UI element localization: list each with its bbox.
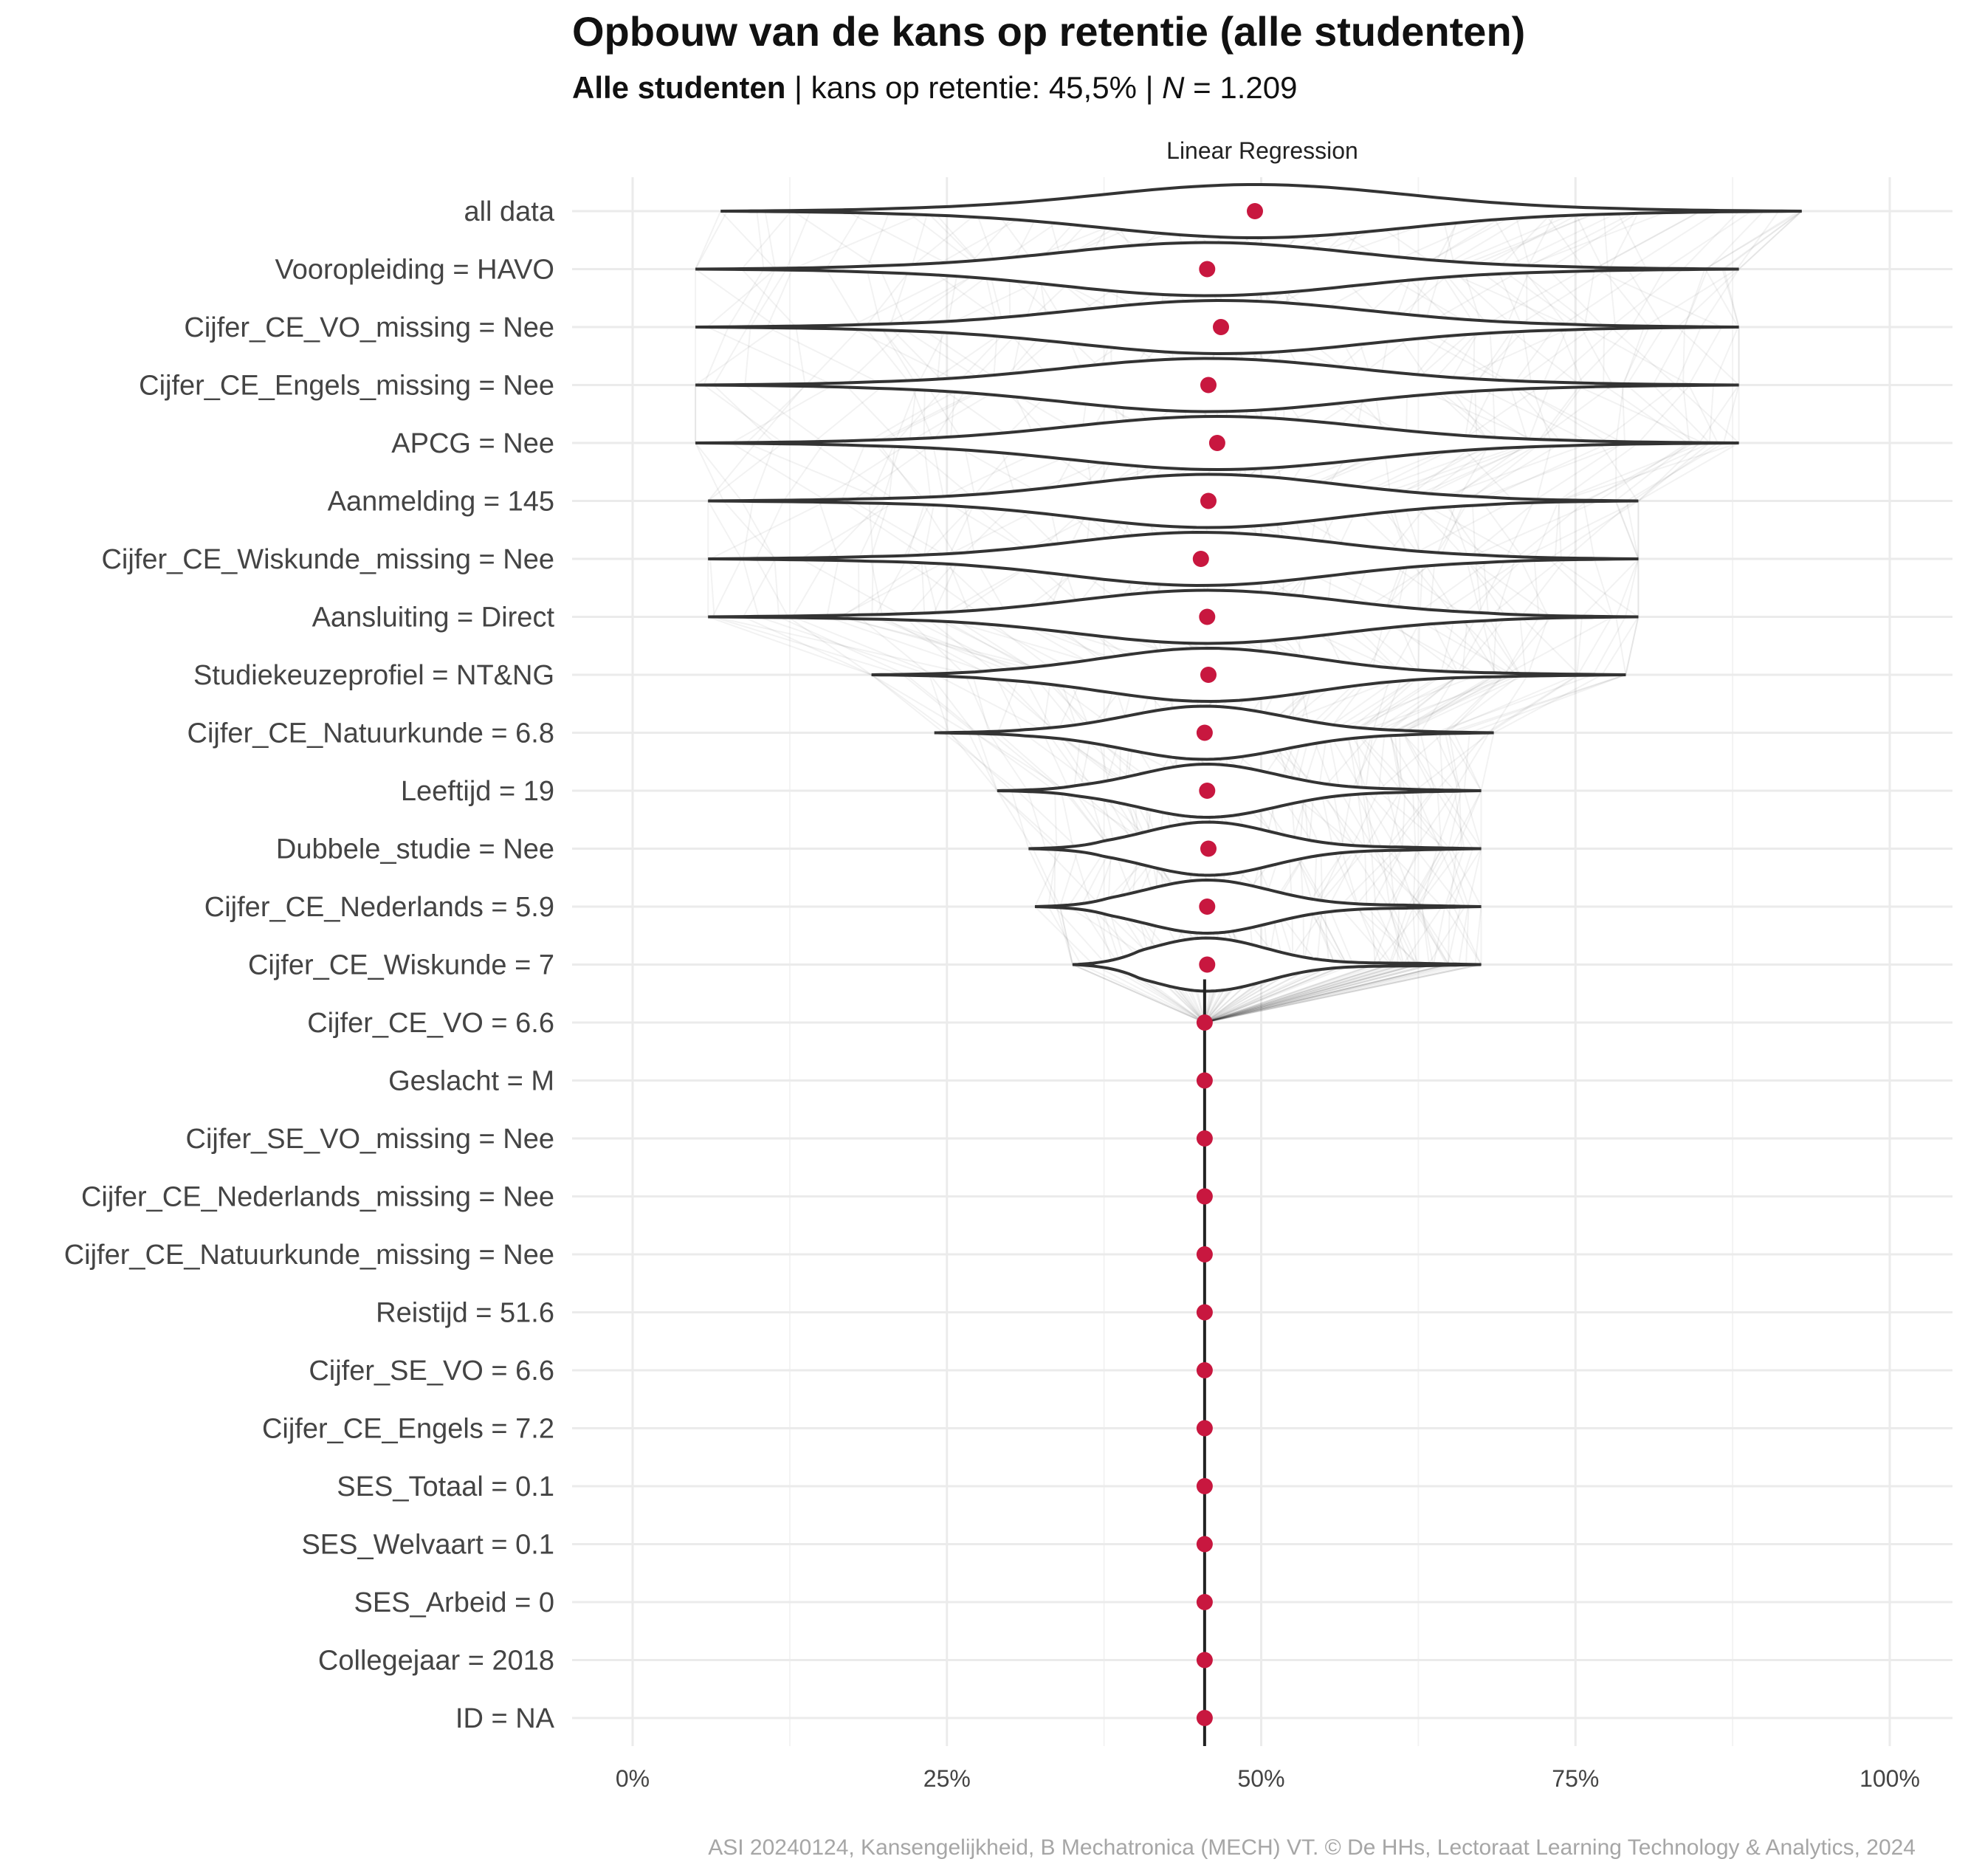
- x-tick-label: 25%: [923, 1765, 971, 1792]
- y-tick-label: Aanmelding = 145: [328, 487, 554, 518]
- mean-point: [1196, 1188, 1213, 1205]
- mean-point: [1196, 1652, 1213, 1669]
- violin-shape: [1028, 820, 1482, 877]
- y-tick-label: all data: [464, 196, 554, 227]
- mean-point: [1200, 667, 1217, 683]
- mean-point: [1196, 1246, 1213, 1262]
- y-tick-label: Cijfer_CE_Wiskunde_missing = Nee: [101, 544, 554, 575]
- y-tick-label: Cijfer_CE_VO = 6.6: [307, 1008, 554, 1039]
- violin-shape: [1072, 936, 1482, 993]
- y-tick-label: SES_Totaal = 0.1: [337, 1471, 554, 1502]
- y-tick-label: Cijfer_CE_Engels_missing = Nee: [139, 371, 554, 402]
- x-axis-ticks: 0% 25% 50% 75% 100%: [616, 1765, 1920, 1792]
- y-tick-label: Cijfer_CE_Nederlands_missing = Nee: [81, 1182, 554, 1213]
- mean-point: [1196, 1478, 1213, 1494]
- chart-title: Opbouw van de kans op retentie (alle stu…: [572, 8, 1525, 55]
- mean-point: [1199, 956, 1216, 973]
- mean-point: [1208, 435, 1225, 451]
- violin-shape: [708, 588, 1639, 645]
- mean-point: [1200, 377, 1217, 394]
- subtitle-sep2: |: [1137, 70, 1162, 105]
- mean-point: [1196, 1710, 1213, 1726]
- y-tick-label: SES_Welvaart = 0.1: [301, 1530, 554, 1561]
- subtitle-n-symbol: N: [1162, 70, 1185, 105]
- mean-point: [1192, 551, 1209, 567]
- y-tick-label: SES_Arbeid = 0: [354, 1587, 554, 1618]
- y-tick-label: Leeftijd = 19: [401, 776, 554, 807]
- mean-point: [1199, 608, 1216, 625]
- mean-point: [1196, 1536, 1213, 1553]
- x-tick-label: 100%: [1859, 1765, 1920, 1792]
- violins: [695, 183, 1802, 993]
- y-tick-label: Studiekeuzeprofiel = NT&NG: [193, 660, 554, 691]
- y-tick-label: Vooropleiding = HAVO: [275, 255, 554, 286]
- violin-shape: [997, 762, 1482, 820]
- mean-point: [1199, 261, 1216, 278]
- mean-point: [1196, 1014, 1213, 1031]
- y-tick-label: APCG = Nee: [391, 428, 554, 459]
- mean-point: [1199, 783, 1216, 799]
- mean-point: [1196, 1362, 1213, 1378]
- x-tick-label: 0%: [616, 1765, 650, 1792]
- y-tick-label: Aansluiting = Direct: [312, 602, 555, 633]
- y-tick-label: Reistijd = 51.6: [376, 1298, 554, 1329]
- facet-label: Linear Regression: [1166, 137, 1358, 164]
- y-tick-label: Geslacht = M: [388, 1066, 554, 1097]
- y-tick-label: Cijfer_CE_Natuurkunde_missing = Nee: [64, 1240, 554, 1271]
- mean-point: [1196, 1304, 1213, 1321]
- y-tick-label: Cijfer_CE_Nederlands = 5.9: [204, 892, 554, 923]
- y-tick-label: ID = NA: [455, 1703, 555, 1734]
- mean-point: [1196, 1594, 1213, 1610]
- mean-point: [1213, 319, 1229, 335]
- y-tick-label: Cijfer_CE_Natuurkunde = 6.8: [187, 718, 554, 749]
- violin-shape: [708, 473, 1639, 529]
- subtitle-n-value: = 1.209: [1185, 70, 1298, 105]
- violin-shape: [934, 704, 1494, 761]
- y-tick-label: Cijfer_SE_VO_missing = Nee: [186, 1124, 555, 1155]
- mean-point: [1199, 899, 1216, 915]
- mean-point: [1200, 840, 1217, 857]
- y-tick-label: Cijfer_CE_Engels = 7.2: [262, 1414, 554, 1445]
- mean-point: [1196, 1420, 1213, 1437]
- violin-shape: [695, 241, 1739, 298]
- y-axis-labels: all data Vooropleiding = HAVO Cijfer_CE_VO…: [64, 196, 555, 1734]
- subtitle-sep1: |: [785, 70, 811, 105]
- mean-points: [1192, 203, 1263, 1726]
- y-tick-label: Dubbele_studie = Nee: [276, 834, 554, 865]
- chart-subtitle: Alle studenten | kans op retentie: 45,5%…: [572, 70, 1297, 105]
- mean-point: [1196, 1072, 1213, 1089]
- x-tick-label: 50%: [1237, 1765, 1284, 1792]
- subtitle-group: Alle studenten: [572, 70, 785, 105]
- y-tick-label: Cijfer_CE_VO_missing = Nee: [184, 312, 554, 343]
- violin-shape: [695, 357, 1739, 413]
- mean-point: [1196, 1130, 1213, 1147]
- mean-point: [1200, 492, 1217, 509]
- violin-shape: [871, 646, 1626, 704]
- mean-point: [1247, 203, 1263, 219]
- y-tick-label: Cijfer_CE_Wiskunde = 7: [248, 950, 554, 981]
- violin-shape: [1034, 878, 1482, 935]
- mean-point: [1196, 724, 1213, 741]
- chart-caption: ASI 20240124, Kansengelijkheid, B Mechat…: [708, 1835, 1916, 1860]
- y-tick-label: Collegejaar = 2018: [318, 1646, 554, 1677]
- violin-shape: [708, 530, 1639, 588]
- y-tick-label: Cijfer_SE_VO = 6.6: [309, 1356, 554, 1387]
- subtitle-retention: kans op retentie: 45,5%: [811, 70, 1137, 105]
- x-tick-label: 75%: [1552, 1765, 1599, 1792]
